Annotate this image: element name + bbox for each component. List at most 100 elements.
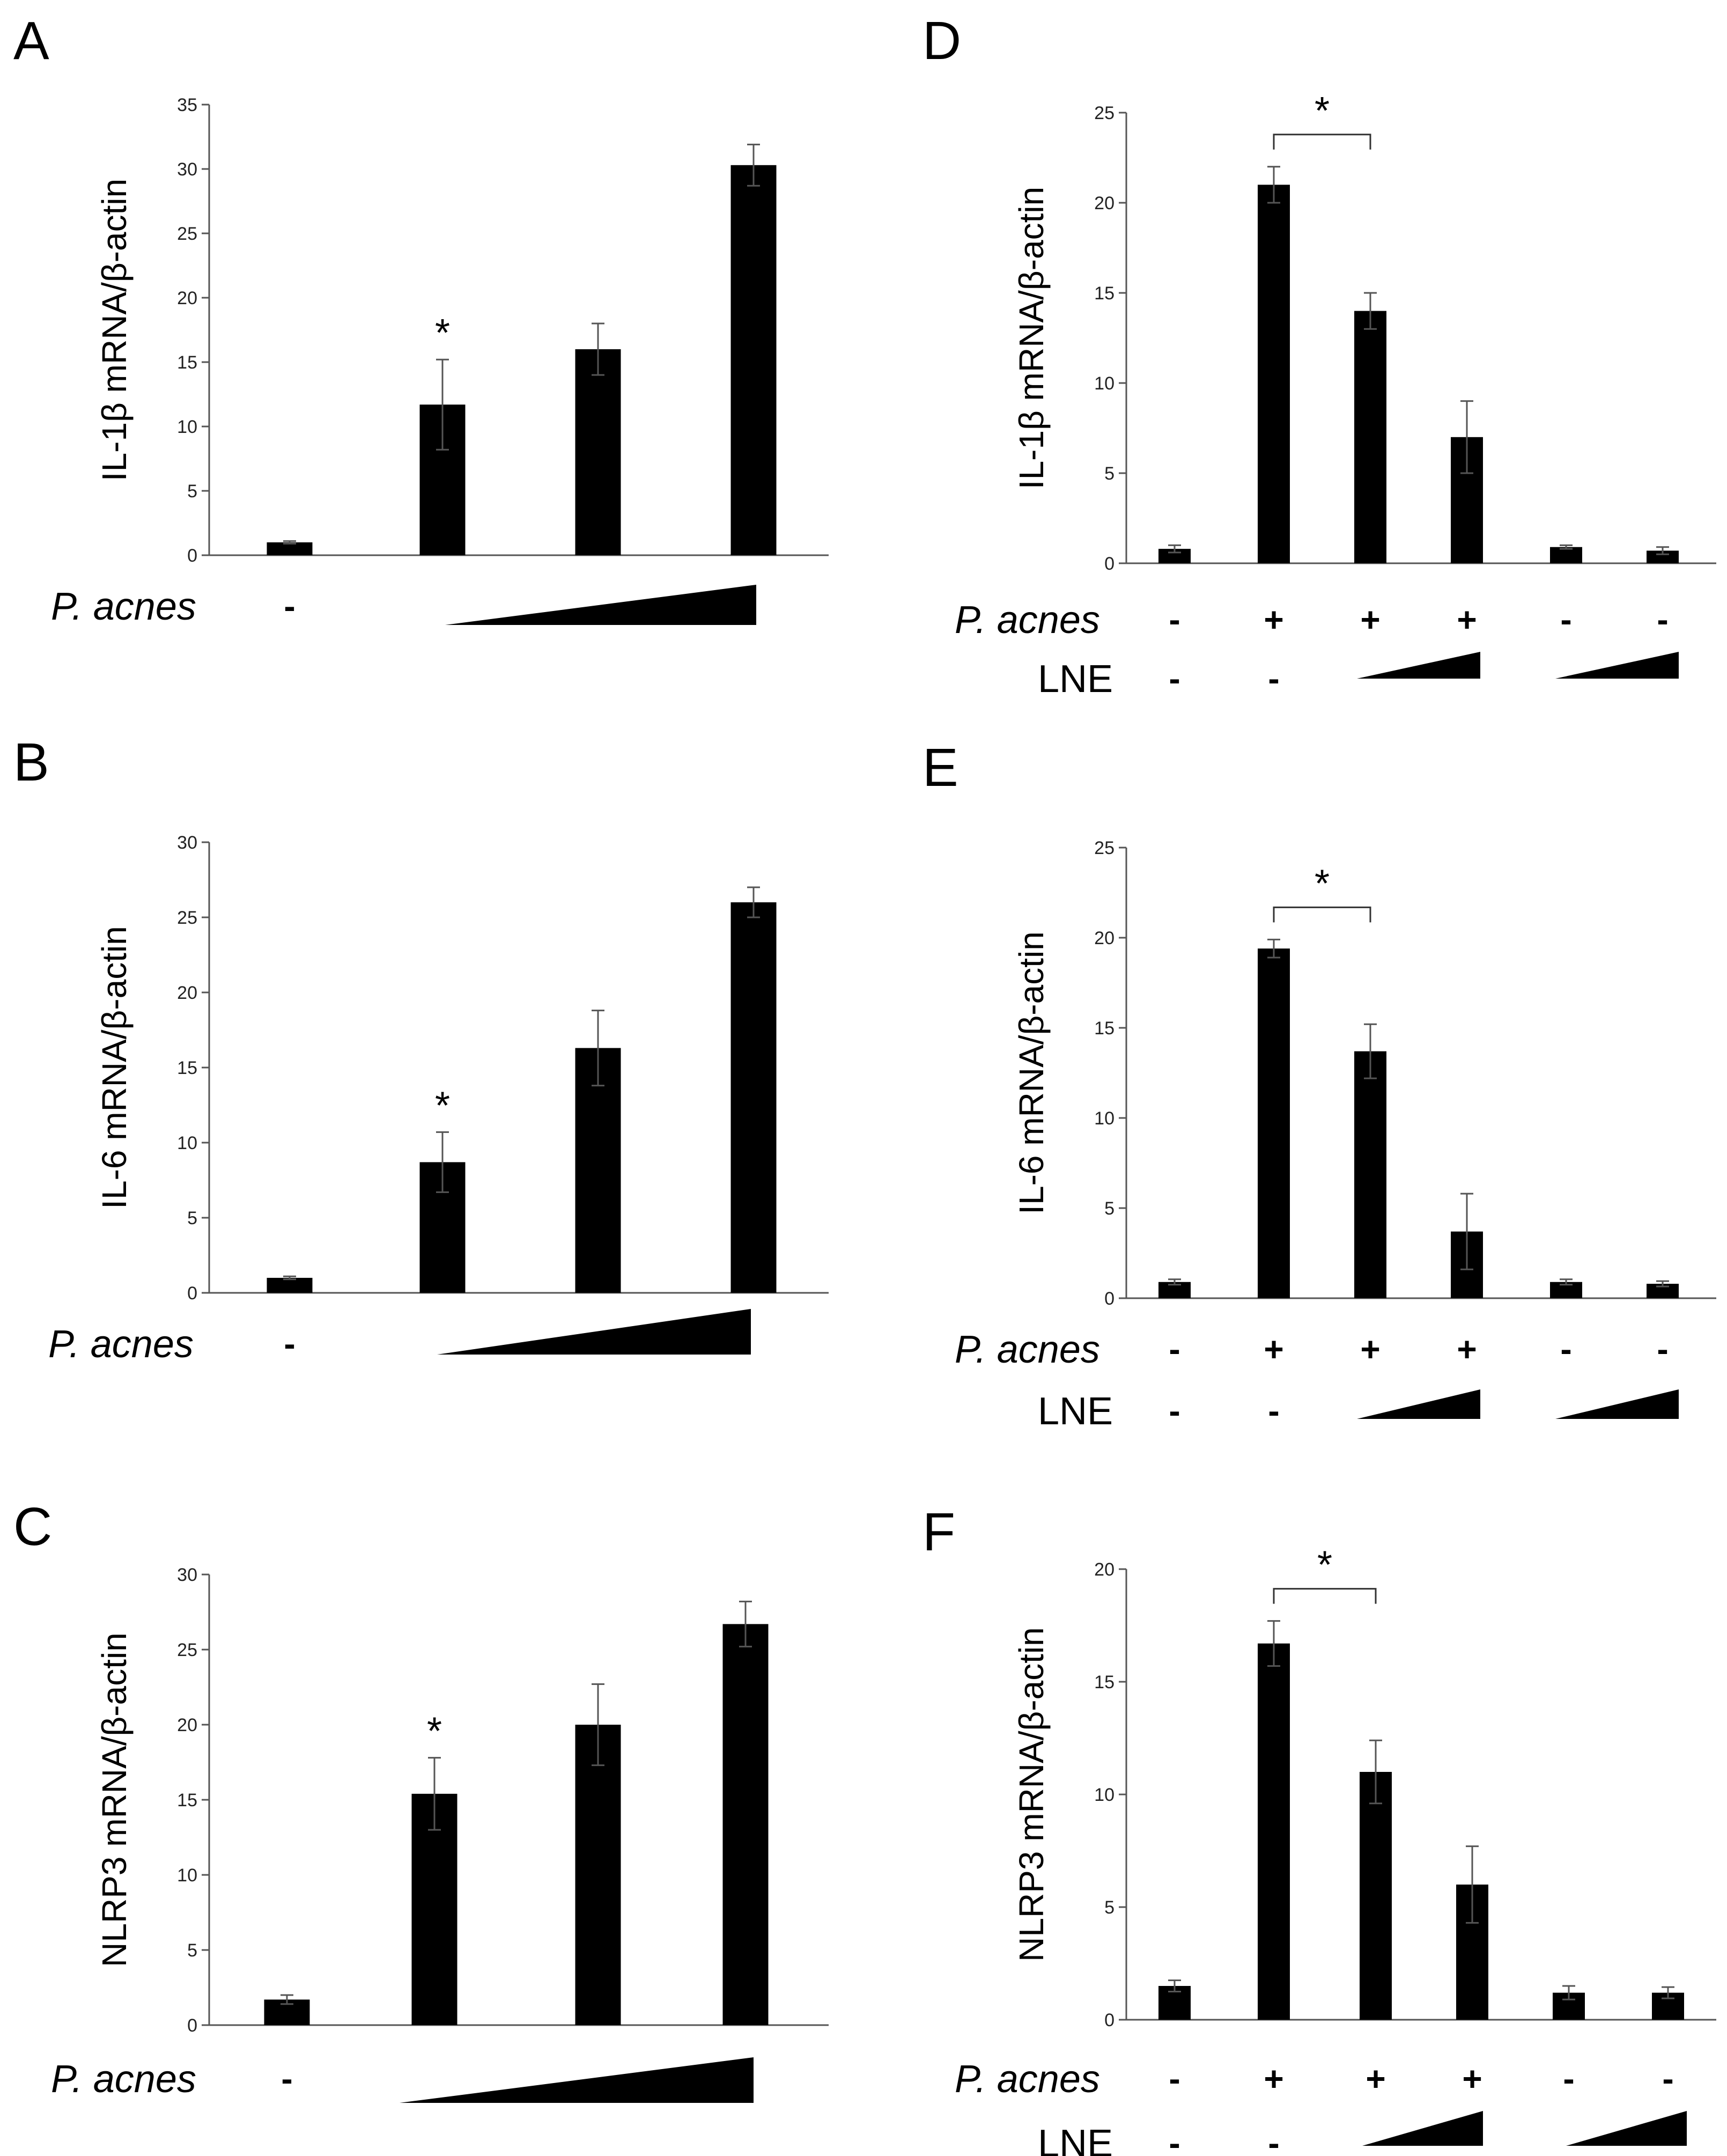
panel-a-y-tick-label: 30 bbox=[177, 159, 197, 180]
panel-d-y-tick-label: 5 bbox=[1104, 463, 1115, 484]
panel-e-letter: E bbox=[922, 738, 958, 798]
panel-d-letter: D bbox=[922, 11, 961, 71]
panel-b-ylabel: IL-6 mRNA/β-actin bbox=[95, 926, 134, 1209]
panel-e-treatment-sign: + bbox=[1360, 1330, 1380, 1368]
panel-c-y-tick-label: 10 bbox=[177, 1865, 197, 1886]
panel-c-y-tick-label: 20 bbox=[177, 1715, 197, 1735]
panel-b-treatment-sign: - bbox=[284, 1324, 295, 1363]
panel-c-row-label: P. acnes bbox=[51, 2058, 196, 2101]
panel-e-treatment-sign: - bbox=[1657, 1330, 1668, 1368]
panel-b-bar bbox=[267, 1278, 313, 1293]
panel-b-y-tick-label: 10 bbox=[177, 1133, 197, 1153]
panel-a-bar bbox=[267, 542, 313, 555]
panel-a-treatment-sign: - bbox=[284, 587, 295, 626]
panel-f-bar bbox=[1258, 1643, 1290, 2020]
panel-f-y-tick-label: 15 bbox=[1094, 1672, 1115, 1693]
panel-f-significance-bracket bbox=[1273, 1588, 1377, 1604]
panel-d-treatment-sign: - bbox=[1169, 659, 1180, 698]
panel-d-treatment-sign: - bbox=[1169, 600, 1180, 639]
panel-b-y-tick-label: 15 bbox=[177, 1058, 197, 1078]
panel-b: B 0 5 10 15 20 25 30 IL-6 mRNA/β-actin * P. acnes - bbox=[13, 732, 829, 1366]
panel-e-y-tick-label: 5 bbox=[1104, 1198, 1115, 1219]
panel-f-ylabel: NLRP3 mRNA/β-actin bbox=[1012, 1627, 1051, 1962]
panel-f-significance-star: * bbox=[1317, 1544, 1332, 1587]
panel-d-treatment-sign: - bbox=[1560, 600, 1571, 639]
panel-d-bar bbox=[1258, 185, 1290, 563]
panel-d-significance-bracket bbox=[1273, 134, 1371, 150]
panel-f-y-tick-label: 20 bbox=[1094, 1559, 1115, 1580]
panel-d-y-tick-label: 15 bbox=[1094, 283, 1115, 304]
panel-a-letter: A bbox=[13, 11, 49, 71]
panel-e-row-label: P. acnes bbox=[955, 1328, 1100, 1371]
panel-d-bar bbox=[1354, 311, 1386, 563]
panel-d-y-tick-label: 10 bbox=[1094, 373, 1115, 394]
panel-d-treatment-sign: + bbox=[1457, 600, 1477, 639]
panel-d-ylabel: IL-1β mRNA/β-actin bbox=[1012, 187, 1051, 489]
panel-d-y-tick-label: 0 bbox=[1104, 554, 1115, 574]
panel-a-bar bbox=[575, 349, 621, 555]
panel-c-bar bbox=[575, 1725, 621, 2025]
panel-f-treatment-sign: - bbox=[1563, 2059, 1574, 2098]
panel-a-bar bbox=[730, 165, 777, 555]
panel-d-treatment-sign: - bbox=[1657, 600, 1668, 639]
panel-c-y-tick-label: 30 bbox=[177, 1565, 197, 1585]
panel-f-y-tick-label: 10 bbox=[1094, 1785, 1115, 1805]
panel-c-treatment-sign: - bbox=[281, 2059, 292, 2098]
panel-b-bar bbox=[730, 902, 777, 1293]
panel-f-treatment-sign: - bbox=[1268, 2124, 1279, 2156]
panel-c-y-tick-label: 0 bbox=[187, 2015, 197, 2036]
panel-e-bar bbox=[1258, 948, 1290, 1298]
panel-c-letter: C bbox=[13, 1497, 52, 1557]
panel-d-y-tick-label: 25 bbox=[1094, 103, 1115, 123]
panel-e-y-tick-label: 0 bbox=[1104, 1289, 1115, 1309]
panel-b-row-label: P. acnes bbox=[48, 1323, 194, 1366]
panel-b-y-tick-label: 30 bbox=[177, 833, 197, 853]
panel-a-y-tick-label: 20 bbox=[177, 288, 197, 308]
panel-e-treatment-sign: - bbox=[1560, 1330, 1571, 1368]
panel-f-row-label: LNE bbox=[1038, 2122, 1113, 2156]
panel-e-treatment-sign: - bbox=[1268, 1392, 1279, 1430]
panel-a-y-tick-label: 15 bbox=[177, 352, 197, 373]
panel-e-treatment-sign: + bbox=[1264, 1330, 1283, 1368]
panel-f: F 0 5 10 15 20 NLRP3 mRNA/β-actin * P. acnes - + + +… bbox=[922, 1502, 1716, 2156]
panel-f-dose-wedge bbox=[1566, 2111, 1687, 2146]
panel-b-y-tick-label: 0 bbox=[187, 1283, 197, 1304]
panel-e-row-label: LNE bbox=[1038, 1390, 1113, 1433]
panel-e-y-tick-label: 20 bbox=[1094, 928, 1115, 948]
panel-a-row-label: P. acnes bbox=[51, 585, 196, 628]
panel-e-treatment-sign: + bbox=[1457, 1330, 1477, 1368]
panel-a-y-tick-label: 5 bbox=[187, 481, 197, 502]
panel-d-row-label: LNE bbox=[1038, 658, 1113, 701]
panel-d-dose-wedge bbox=[1357, 652, 1480, 679]
panel-d-treatment-sign: + bbox=[1360, 600, 1380, 639]
panel-d-treatment-sign: + bbox=[1264, 600, 1283, 639]
panel-c-dose-wedge bbox=[400, 2057, 754, 2103]
panel-c: C 0 5 10 15 20 25 30 NLRP3 mRNA/β-actin * P. acnes… bbox=[13, 1497, 829, 2103]
panel-b-y-tick-label: 20 bbox=[177, 983, 197, 1003]
panel-b-dose-wedge bbox=[437, 1309, 751, 1355]
panel-d-bar bbox=[1550, 547, 1582, 563]
panel-a-dose-wedge bbox=[445, 585, 756, 625]
panel-e-treatment-sign: - bbox=[1169, 1330, 1180, 1368]
panel-a-y-tick-label: 0 bbox=[187, 546, 197, 566]
panel-d-row-label: P. acnes bbox=[955, 599, 1100, 642]
panel-b-y-tick-label: 5 bbox=[187, 1208, 197, 1228]
panel-f-treatment-sign: - bbox=[1169, 2124, 1180, 2156]
panel-e-significance-bracket bbox=[1273, 906, 1371, 923]
panel-f-treatment-sign: - bbox=[1662, 2059, 1673, 2098]
panel-c-y-tick-label: 25 bbox=[177, 1640, 197, 1660]
panel-a-ylabel: IL-1β mRNA/β-actin bbox=[95, 179, 134, 481]
panel-c-bar bbox=[722, 1624, 769, 2025]
panel-e-dose-wedge bbox=[1357, 1389, 1480, 1419]
panel-e-treatment-sign: - bbox=[1169, 1392, 1180, 1430]
panel-f-treatment-sign: + bbox=[1264, 2059, 1283, 2098]
panel-e-y-tick-label: 10 bbox=[1094, 1108, 1115, 1129]
panel-a-significance-star: * bbox=[435, 312, 450, 355]
panel-e-significance-star: * bbox=[1315, 862, 1330, 905]
panel-f-row-label: P. acnes bbox=[955, 2058, 1100, 2101]
panel-a-y-tick-label: 35 bbox=[177, 95, 197, 115]
panel-c-ylabel: NLRP3 mRNA/β-actin bbox=[95, 1632, 134, 1967]
panel-d-significance-star: * bbox=[1315, 90, 1330, 133]
panel-d-treatment-sign: - bbox=[1268, 659, 1279, 698]
